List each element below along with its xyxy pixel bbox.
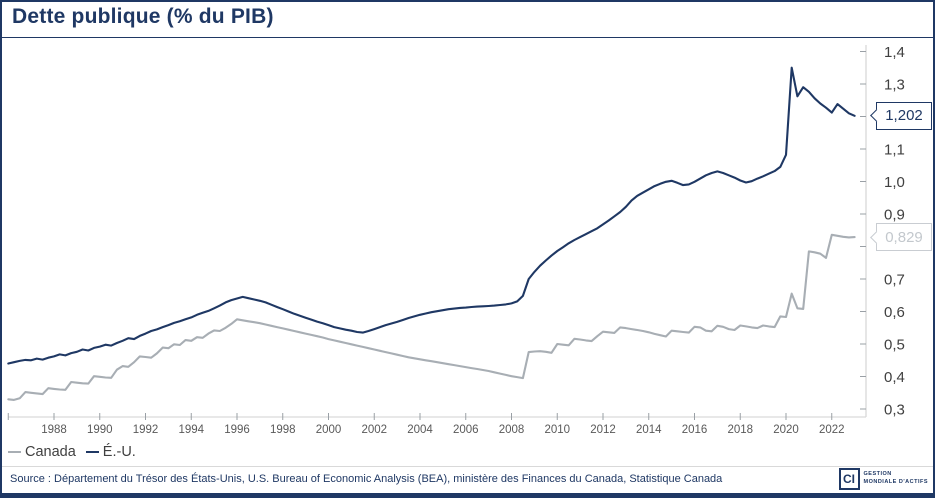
x-tick-label: 2012 bbox=[590, 424, 616, 436]
y-tick-label: 0,4 bbox=[884, 369, 905, 386]
x-tick-label: 2006 bbox=[453, 424, 479, 436]
y-tick-label: 1,0 bbox=[884, 174, 905, 191]
x-tick-label: 1990 bbox=[87, 424, 113, 436]
source-divider bbox=[0, 466, 935, 467]
y-tick-label: 1,3 bbox=[884, 77, 905, 94]
x-tick-label: 1992 bbox=[133, 424, 159, 436]
x-tick-label: 2000 bbox=[316, 424, 342, 436]
x-tick-label: 1988 bbox=[41, 424, 67, 436]
ci-logo-mark: CI bbox=[838, 468, 860, 490]
y-tick-label: 1,4 bbox=[884, 44, 905, 61]
ci-logo-line2: MONDIALE D'ACTIFS bbox=[863, 479, 928, 485]
us-line bbox=[7, 66, 856, 365]
y-tick-label: 0,5 bbox=[884, 337, 905, 354]
y-tick-label: 0,6 bbox=[884, 304, 905, 321]
us-end-value-callout: 1,202 bbox=[870, 101, 932, 130]
x-tick-label: 2010 bbox=[544, 424, 570, 436]
x-tick-label: 1994 bbox=[178, 424, 204, 436]
x-tick-label: 2002 bbox=[361, 424, 387, 436]
x-tick-label: 2022 bbox=[819, 424, 845, 436]
source-text: Source : Département du Trésor des États… bbox=[10, 473, 723, 485]
x-tick-label: 2014 bbox=[636, 424, 662, 436]
x-tick-label: 2018 bbox=[727, 424, 753, 436]
legend-label-canada: Canada bbox=[25, 444, 76, 460]
canada-end-value-callout: 0,829 bbox=[870, 223, 932, 252]
y-tick-label: 0,9 bbox=[884, 207, 905, 224]
x-tick-label: 2004 bbox=[407, 424, 433, 436]
canada-line bbox=[7, 233, 856, 401]
page-title: Dette publique (% du PIB) bbox=[12, 5, 274, 28]
y-tick-label: 1,1 bbox=[884, 142, 905, 159]
canada-end-value-label: 0,829 bbox=[885, 228, 923, 246]
x-tick-label: 2016 bbox=[682, 424, 708, 436]
y-tick-label: 0,7 bbox=[884, 272, 905, 289]
x-tick-label: 1998 bbox=[270, 424, 296, 436]
us-end-value-label: 1,202 bbox=[885, 107, 923, 125]
ci-logo-line1: GESTION bbox=[863, 471, 892, 478]
legend: Canada É.-U. bbox=[8, 444, 136, 460]
us-line-swatch bbox=[85, 450, 99, 454]
x-tick-label: 1996 bbox=[224, 424, 250, 436]
x-tick-label: 2008 bbox=[499, 424, 525, 436]
legend-item-us: É.-U. bbox=[85, 444, 136, 460]
ci-logo-text: GESTION MONDIALE D'ACTIFS bbox=[864, 471, 929, 487]
canada-line-swatch bbox=[8, 450, 21, 454]
legend-item-canada: Canada bbox=[8, 444, 76, 460]
legend-label-us: É.-U. bbox=[102, 444, 136, 460]
y-tick-label: 0,3 bbox=[884, 402, 905, 419]
title-divider bbox=[0, 37, 935, 38]
x-tick-label: 2020 bbox=[773, 424, 799, 436]
ci-logo: CI GESTION MONDIALE D'ACTIFS bbox=[838, 468, 929, 490]
